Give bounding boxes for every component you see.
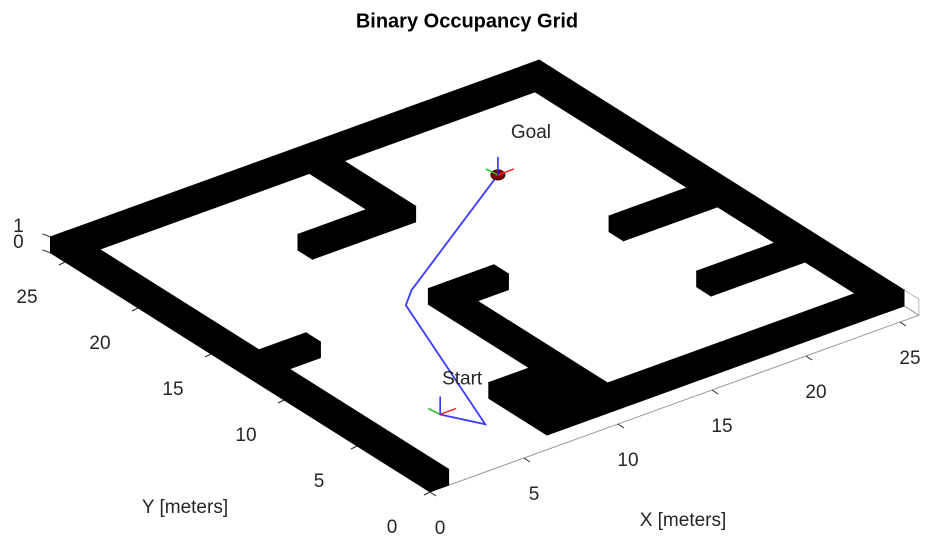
z-tick — [42, 233, 51, 238]
obstacle — [487, 354, 623, 436]
y-tick-label: 20 — [89, 333, 110, 354]
obstacle — [695, 236, 806, 297]
start-marker — [427, 396, 457, 416]
y-tick-label: 0 — [387, 517, 398, 538]
y-tick — [131, 307, 139, 312]
x-tick-label: 0 — [435, 518, 446, 539]
chart-title: Binary Occupancy Grid — [356, 10, 578, 32]
obstacle — [297, 203, 398, 260]
path-line — [404, 174, 499, 426]
x-tick-label: 25 — [899, 348, 920, 369]
x-tick — [899, 321, 907, 327]
obstacle-top — [446, 264, 510, 292]
goal-label: Goal — [511, 122, 551, 143]
start-label: Start — [442, 368, 483, 389]
x-tick-label: 20 — [805, 382, 826, 403]
y-tick — [58, 261, 66, 266]
x-tick — [429, 491, 437, 497]
obstacle-top — [608, 181, 719, 226]
obstacle — [608, 181, 719, 242]
x-tick — [523, 457, 531, 463]
z-tick-label: 0 — [13, 232, 24, 253]
pose-axis — [439, 407, 457, 416]
y-tick-label: 10 — [235, 425, 256, 446]
y-axis-label: Y [meters] — [142, 497, 228, 518]
obstacle-top — [695, 236, 806, 281]
y-tick — [350, 445, 358, 450]
obstacle-top — [258, 332, 322, 360]
x-tick — [805, 355, 813, 361]
y-tick-label: 15 — [162, 379, 183, 400]
x-tick-label: 15 — [711, 416, 732, 437]
y-tick — [204, 353, 212, 358]
y-tick-label: 25 — [16, 287, 37, 308]
x-axis-label: X [meters] — [640, 510, 727, 531]
obstacle — [258, 332, 322, 376]
z-tick-label: 1 — [13, 216, 24, 237]
pose-axis — [497, 168, 515, 176]
y-tick-label: 5 — [314, 471, 325, 492]
x-tick-label: 5 — [529, 484, 540, 505]
obstacle-top — [297, 203, 398, 244]
pose-axis — [485, 168, 499, 176]
obstacle-top — [308, 150, 417, 214]
z-tick — [42, 249, 51, 254]
x-tick-label: 10 — [617, 450, 638, 471]
pose-axis — [427, 407, 441, 416]
y-tick — [277, 399, 285, 404]
x-tick — [617, 423, 625, 429]
x-tick — [711, 389, 719, 395]
y-tick — [423, 491, 431, 496]
goal-marker — [485, 156, 515, 181]
obstacle — [446, 264, 510, 308]
